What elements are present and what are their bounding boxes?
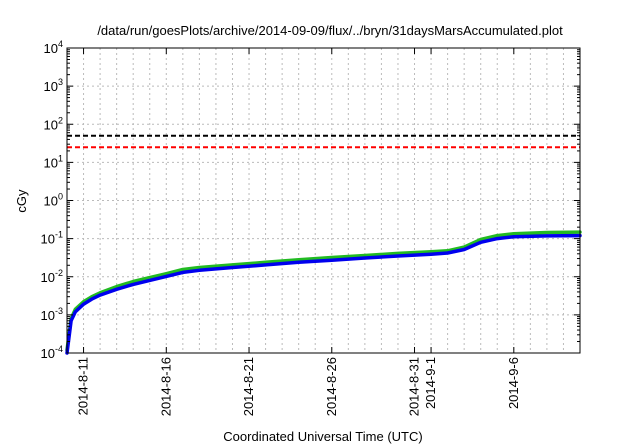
y-tick-label: 101 [44, 153, 63, 170]
y-tick-exponent: 3 [58, 77, 63, 87]
x-tick-label: 2014-8-26 [324, 357, 339, 416]
y-tick-base: 10 [41, 346, 55, 361]
chart-title: /data/run/goesPlots/archive/2014-09-09/f… [97, 23, 563, 38]
series-line-1 [65, 230, 582, 352]
y-tick-label: 10-4 [41, 344, 63, 361]
y-tick-exponent: -4 [55, 344, 63, 354]
series-line-2 [65, 233, 582, 355]
y-tick-base: 10 [44, 194, 58, 209]
y-axis-label: cGy [14, 189, 29, 213]
y-tick-base: 10 [44, 155, 58, 170]
y-tick-base: 10 [44, 79, 58, 94]
x-tick-label: 2014-8-31 [407, 357, 422, 416]
axis-ticks: 10-410-310-210-11001011021031042014-8-11… [41, 39, 580, 416]
reference-lines [67, 134, 580, 149]
y-tick-base: 10 [41, 270, 55, 285]
y-tick-base: 10 [41, 232, 55, 247]
y-tick-label: 102 [44, 115, 63, 132]
series-lines [65, 230, 582, 355]
y-tick-exponent: 4 [58, 39, 63, 49]
x-tick-label: 2014-8-11 [76, 357, 91, 415]
y-tick-exponent: 2 [58, 115, 63, 125]
y-tick-label: 103 [44, 77, 63, 94]
y-tick-exponent: -2 [55, 268, 63, 278]
x-tick-label: 2014-8-21 [241, 357, 256, 416]
x-tick-label: 2014-9-6 [506, 357, 521, 409]
y-tick-label: 10-3 [41, 306, 63, 323]
y-tick-exponent: -3 [55, 306, 63, 316]
y-tick-exponent: -1 [55, 230, 63, 240]
y-tick-label: 104 [44, 39, 63, 56]
y-tick-label: 10-1 [41, 230, 63, 247]
x-tick-label: 2014-9-1 [423, 357, 438, 409]
x-axis-label: Coordinated Universal Time (UTC) [223, 429, 422, 444]
y-tick-exponent: 0 [58, 192, 63, 202]
y-tick-label: 10-2 [41, 268, 63, 285]
y-tick-base: 10 [44, 117, 58, 132]
y-tick-label: 100 [44, 192, 63, 209]
y-tick-base: 10 [41, 308, 55, 323]
y-tick-base: 10 [44, 41, 58, 56]
x-tick-label: 2014-8-16 [158, 357, 173, 416]
y-tick-exponent: 1 [58, 153, 63, 163]
